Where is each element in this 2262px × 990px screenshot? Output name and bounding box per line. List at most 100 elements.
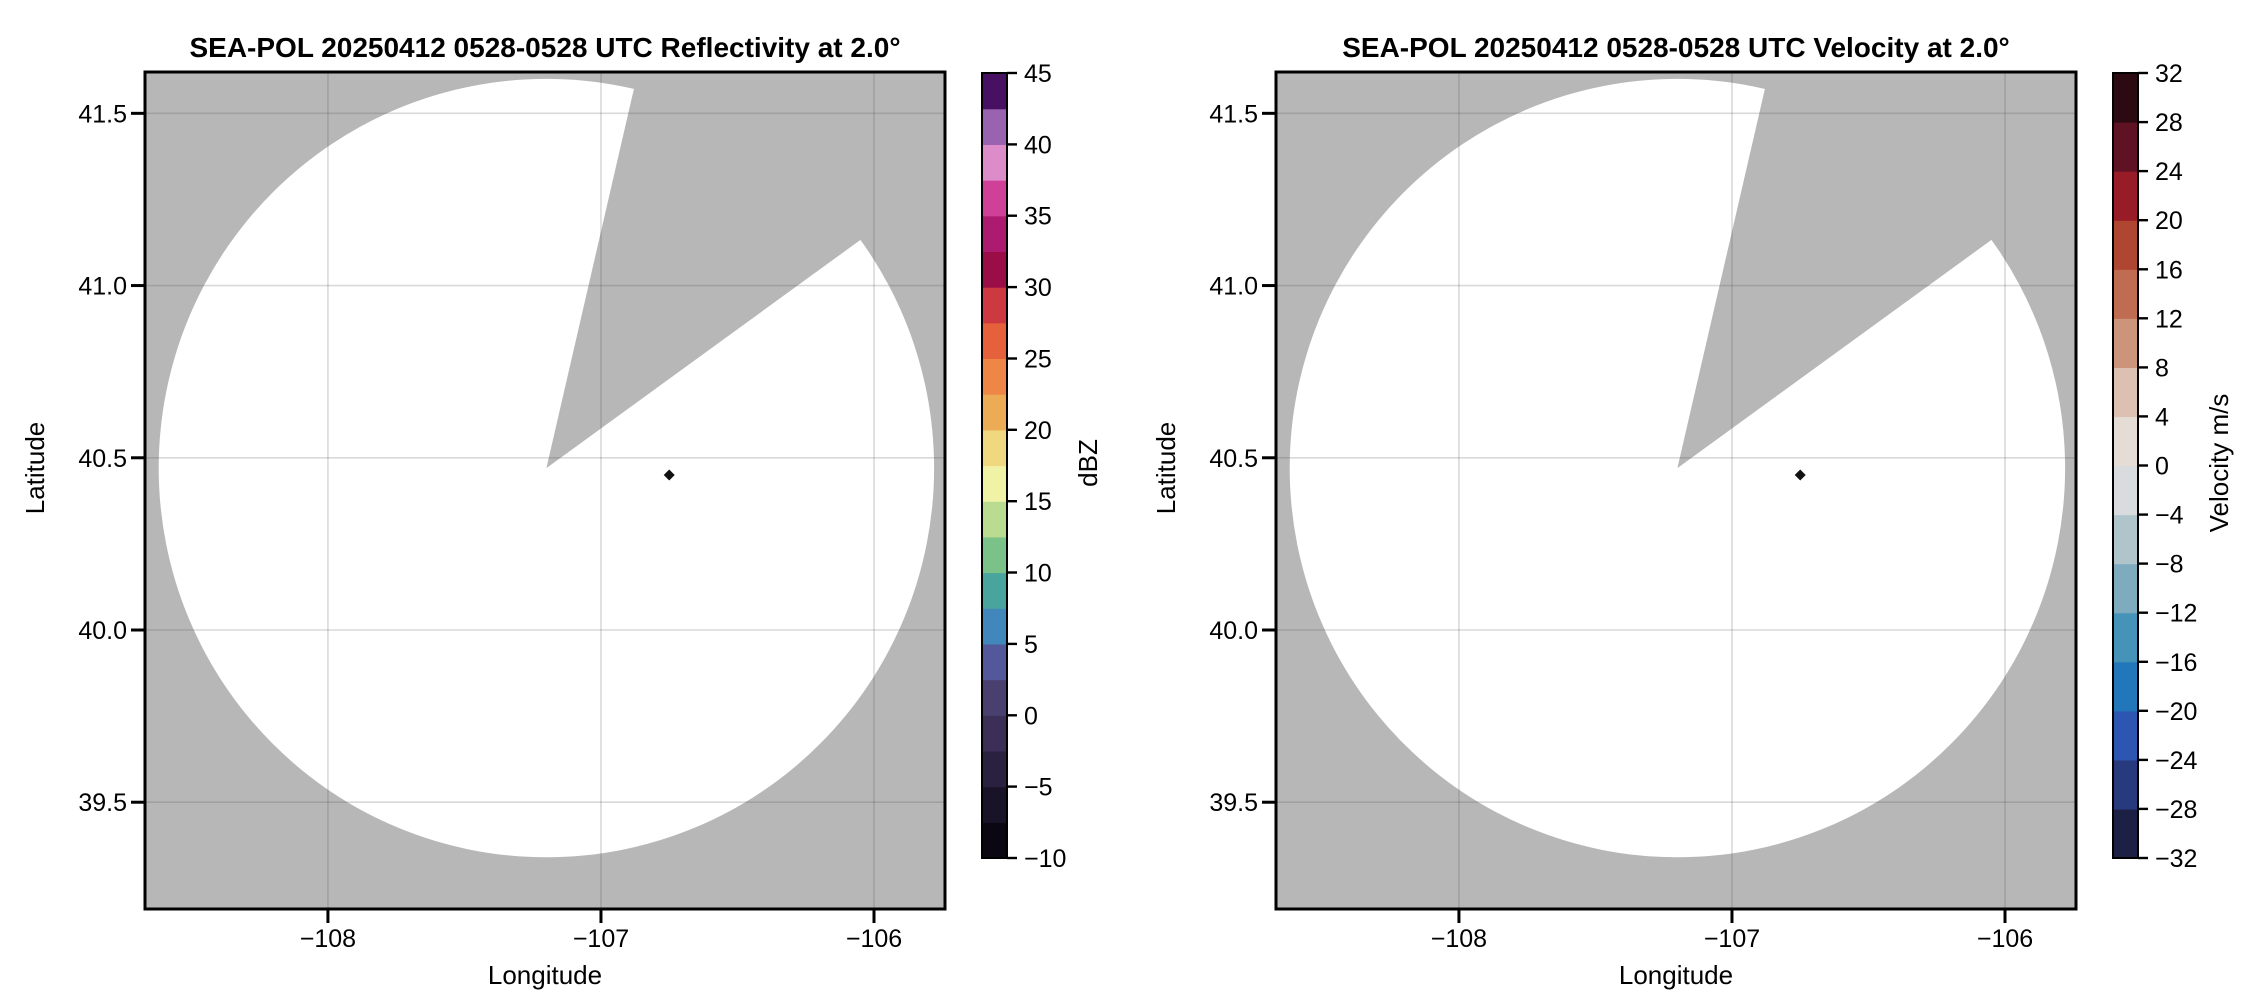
colorbar-segment bbox=[2113, 465, 2138, 516]
colorbar-segment bbox=[2113, 808, 2138, 859]
colorbar-segment bbox=[2113, 416, 2138, 467]
colorbar-tick-label: 45 bbox=[1024, 60, 1052, 88]
colorbar-tick-label: 0 bbox=[1024, 702, 1038, 730]
colorbar-segment bbox=[2113, 367, 2138, 418]
colorbar-segment bbox=[982, 822, 1007, 859]
colorbar-segment bbox=[2113, 73, 2138, 123]
site-marker-diamond bbox=[663, 469, 675, 481]
colorbar-segment bbox=[982, 750, 1007, 788]
colorbar: −32 −28 −24 −20 −16 −12 −8 −4 0 4 8 12 16 20 24 28 32 bbox=[2112, 60, 2198, 873]
colorbar-tick-label: 4 bbox=[2155, 403, 2169, 431]
x-tick-label: −108 bbox=[1431, 925, 1487, 953]
colorbar-segment bbox=[2113, 171, 2138, 221]
gridlines bbox=[145, 72, 945, 909]
colorbar-segment bbox=[982, 73, 1007, 110]
y-tick-label: 40.0 bbox=[1209, 617, 1258, 645]
x-tick-label: −106 bbox=[846, 925, 902, 953]
missing-sector-wedge bbox=[546, 72, 945, 469]
colorbar-tick-label: −32 bbox=[2155, 845, 2197, 873]
colorbar-segment bbox=[982, 608, 1007, 645]
colorbar-segment bbox=[982, 358, 1007, 395]
reflectivity-title: SEA-POL 20250412 0528-0528 UTC Reflectiv… bbox=[189, 32, 900, 63]
colorbar-tick-label: −16 bbox=[2155, 649, 2197, 677]
y-tick-label: 40.5 bbox=[78, 445, 127, 473]
colorbar-segment bbox=[2113, 269, 2138, 319]
colorbar-tick-label: −10 bbox=[1024, 845, 1066, 873]
colorbar-segment bbox=[982, 429, 1007, 467]
colorbar-segment bbox=[982, 322, 1007, 360]
colorbar: −10 −5 0 5 10 15 20 25 30 35 40 45 bbox=[981, 60, 1066, 873]
gridlines bbox=[1276, 72, 2076, 909]
colorbar-segment bbox=[982, 501, 1007, 538]
colorbar-outline bbox=[981, 72, 1008, 859]
colorbar-segment bbox=[982, 180, 1007, 217]
colorbar-tick-label: 32 bbox=[2155, 60, 2183, 88]
x-tick-label: −107 bbox=[1704, 925, 1760, 953]
colorbar-segment bbox=[2113, 661, 2138, 712]
x-axis-label: Longitude bbox=[1619, 960, 1733, 990]
x-tick-label: −106 bbox=[1977, 925, 2033, 953]
colorbar-segment bbox=[982, 251, 1007, 288]
y-tick-label: 41.0 bbox=[78, 273, 127, 301]
colorbar-tick-label: 12 bbox=[2155, 305, 2183, 333]
y-axis-label: Latitude bbox=[20, 422, 50, 515]
colorbar-segment bbox=[982, 108, 1007, 145]
colorbar-tick-label: 30 bbox=[1024, 274, 1052, 302]
colorbar-tick-label: −8 bbox=[2155, 551, 2184, 579]
colorbar-segment bbox=[982, 786, 1007, 823]
velocity-title: SEA-POL 20250412 0528-0528 UTC Velocity … bbox=[1342, 32, 2010, 63]
colorbar-segment bbox=[2113, 563, 2138, 614]
plot-border bbox=[1274, 70, 2078, 911]
colorbar-segment bbox=[982, 643, 1007, 681]
x-axis-ticks: −108 −107 −106 bbox=[1431, 909, 2033, 953]
colorbar-segment bbox=[2113, 122, 2138, 172]
colorbar-tick-label: 28 bbox=[2155, 109, 2183, 137]
colorbar-segment bbox=[982, 572, 1007, 609]
colorbar-segment bbox=[982, 394, 1007, 431]
colorbar-tick-label: 8 bbox=[2155, 354, 2169, 382]
colorbar-segment bbox=[982, 215, 1007, 253]
colorbar-segment bbox=[982, 715, 1007, 752]
colorbar-segment bbox=[2113, 612, 2138, 663]
colorbar-tick-label: −4 bbox=[2155, 502, 2184, 530]
y-tick-label: 39.5 bbox=[78, 789, 127, 817]
colorbar-segment bbox=[2113, 710, 2138, 761]
colorbar-tick-label: 24 bbox=[2155, 158, 2183, 186]
colorbar-segment bbox=[982, 144, 1007, 181]
colorbar-label-dbz: dBZ bbox=[1073, 439, 1103, 487]
colorbar-tick-label: 15 bbox=[1024, 488, 1052, 516]
colorbar-segment bbox=[982, 287, 1007, 324]
missing-sector-wedge bbox=[1677, 72, 2076, 469]
y-axis-label: Latitude bbox=[1151, 422, 1181, 515]
colorbar-tick-label: 0 bbox=[2155, 453, 2169, 481]
colorbar-tick-label: 35 bbox=[1024, 203, 1052, 231]
y-tick-label: 41.5 bbox=[1209, 100, 1258, 128]
velocity-panel: −108 −107 −106 39.5 40.0 40.5 41.0 41.5 −32 −28 −2… bbox=[1151, 32, 2234, 990]
x-tick-label: −107 bbox=[573, 925, 629, 953]
colorbar-tick-label: 20 bbox=[2155, 207, 2183, 235]
colorbar-tick-label: −28 bbox=[2155, 796, 2197, 824]
plot-border bbox=[143, 70, 947, 911]
x-axis-ticks: −108 −107 −106 bbox=[300, 909, 902, 953]
y-tick-label: 41.0 bbox=[1209, 273, 1258, 301]
y-axis-ticks: 39.5 40.0 40.5 41.0 41.5 bbox=[1209, 100, 1276, 817]
colorbar-tick-label: −5 bbox=[1024, 774, 1053, 802]
colorbar-segment bbox=[2113, 318, 2138, 368]
colorbar-segment bbox=[2113, 759, 2138, 810]
reflectivity-panel: −108 −107 −106 39.5 40.0 40.5 41.0 41.5 −10 −5 0 5 1… bbox=[20, 32, 1103, 990]
colorbar-tick-label: −20 bbox=[2155, 698, 2197, 726]
colorbar-segment bbox=[982, 536, 1007, 574]
colorbar-segment bbox=[982, 465, 1007, 502]
colorbar-tick-label: 10 bbox=[1024, 560, 1052, 588]
colorbar-tick-label: −24 bbox=[2155, 747, 2198, 775]
y-axis-ticks: 39.5 40.0 40.5 41.0 41.5 bbox=[78, 100, 145, 817]
y-tick-label: 40.0 bbox=[78, 617, 127, 645]
colorbar-segment bbox=[982, 679, 1007, 716]
colorbar-tick-label: 40 bbox=[1024, 131, 1052, 159]
x-tick-label: −108 bbox=[300, 925, 356, 953]
y-tick-label: 41.5 bbox=[78, 100, 127, 128]
colorbar-tick-label: −12 bbox=[2155, 600, 2197, 628]
colorbar-tick-label: 16 bbox=[2155, 256, 2183, 284]
colorbar-tick-label: 20 bbox=[1024, 417, 1052, 445]
